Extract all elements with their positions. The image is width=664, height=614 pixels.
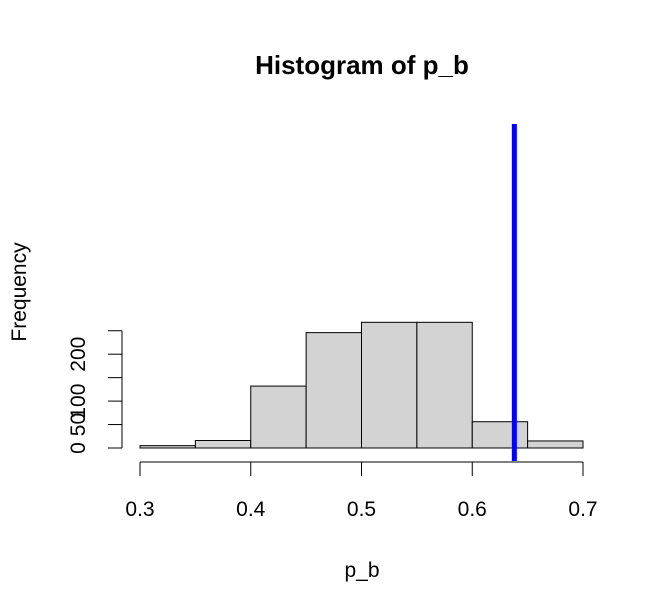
x-axis-label: p_b	[344, 559, 379, 582]
x-tick-label-1: 0.3	[125, 498, 154, 521]
x-tick-label-5: 0.7	[568, 498, 597, 521]
histogram-bar-5	[361, 321, 418, 449]
histogram-bar-8	[527, 440, 584, 449]
histogram-bar-6	[416, 321, 473, 449]
x-tick-label-4: 0.6	[458, 498, 487, 521]
histogram-bar-4	[305, 332, 362, 449]
chart-title: Histogram of p_b	[255, 50, 469, 80]
histogram-bar-1	[139, 445, 196, 449]
histogram-bar-3	[250, 385, 307, 449]
histogram-bar-2	[194, 439, 252, 449]
x-tick-label-2: 0.4	[236, 498, 266, 521]
y-tick-label-5: 200	[67, 337, 90, 372]
y-tick-label-1: 0	[67, 442, 90, 454]
y-tick-label-3: 100	[67, 384, 90, 419]
x-tick-label-3: 0.5	[347, 498, 376, 521]
histogram-bar-7	[471, 421, 529, 449]
y-tick-label-2: 50	[67, 413, 90, 436]
y-axis-label: Frequency	[8, 242, 31, 342]
